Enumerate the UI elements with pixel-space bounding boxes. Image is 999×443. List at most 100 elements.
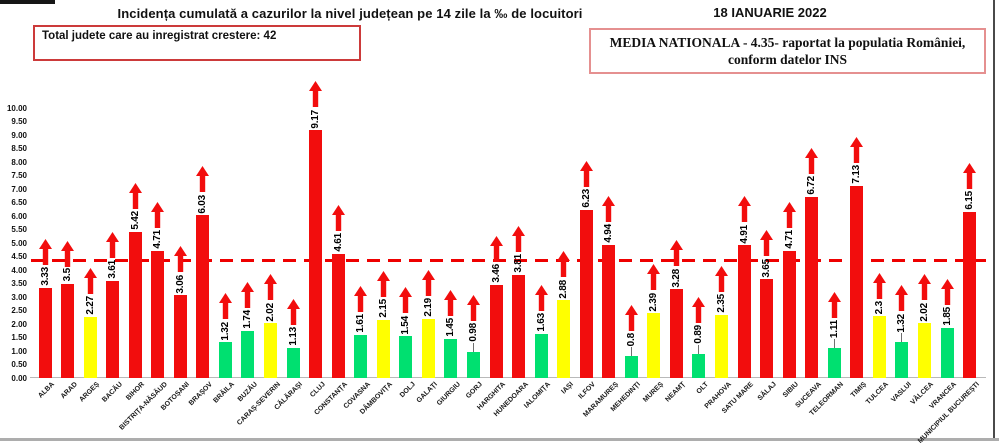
bar-value-label: 4.91	[738, 224, 750, 244]
bar-value-label: 4.94	[603, 223, 615, 243]
bar-cluj	[309, 130, 323, 378]
bar-value-label: 7.13	[851, 164, 863, 184]
bar-value-label: 6.03	[197, 194, 209, 214]
bar-neamț	[669, 289, 683, 378]
increase-arrow-icon	[895, 285, 909, 312]
increase-arrow-icon	[173, 246, 187, 273]
increase-arrow-icon	[737, 196, 751, 223]
bar-value-label: 1.32	[219, 321, 231, 341]
bar-buzău	[241, 331, 255, 378]
increase-arrow-icon	[218, 293, 232, 320]
bar-hunedoara	[512, 275, 526, 378]
y-axis-tick-label: 9.00	[11, 130, 27, 140]
bar-value-label: 1.32	[896, 313, 908, 333]
bar-value-label: 6.72	[806, 175, 818, 195]
bar-value-label: 1.74	[242, 310, 254, 330]
increase-arrow-icon	[489, 235, 503, 262]
y-axis-tick-label: 10.00	[6, 103, 27, 113]
national-average-line	[31, 259, 986, 263]
increase-arrow-icon	[760, 230, 774, 257]
y-axis-tick-label: 8.50	[11, 144, 27, 153]
bar-olt	[692, 353, 706, 378]
increase-arrow-icon	[534, 285, 548, 311]
increase-arrow-icon	[399, 287, 413, 314]
y-axis-tick-label: 2.50	[11, 306, 27, 315]
bar-value-label: 3.28	[670, 268, 682, 288]
increase-arrow-icon	[512, 226, 526, 253]
bar-suceava	[805, 196, 819, 378]
bar-municipiul-bucurești	[963, 211, 977, 378]
increase-arrow-icon	[963, 162, 977, 189]
increase-arrow-icon	[602, 195, 616, 222]
bar-dâmbovița	[376, 319, 390, 378]
increase-arrow-icon	[782, 201, 796, 228]
y-axis-tick-label: 5.50	[11, 225, 27, 234]
bar-caraș-severin	[264, 323, 277, 378]
bar-value-label: 2.02	[918, 302, 930, 322]
bar-value-label: 1.11	[828, 319, 840, 339]
bar-value-label: 3.06	[174, 274, 186, 294]
bar-value-label: 3.33	[39, 267, 51, 287]
y-axis-tick-label: 3.50	[11, 279, 27, 288]
bar-tulcea	[872, 315, 886, 378]
bar-value-label: 4.61	[332, 232, 344, 252]
bottom-window-border	[0, 438, 999, 441]
increase-arrow-icon	[376, 270, 390, 297]
label-leader-line	[630, 347, 632, 357]
bar-covasna	[354, 334, 368, 378]
increase-arrow-icon	[38, 239, 52, 266]
increase-arrow-icon	[917, 274, 931, 301]
right-window-border	[993, 0, 995, 440]
increase-arrow-icon	[872, 272, 886, 299]
label-leader-line	[472, 342, 474, 352]
bar-bacău	[106, 280, 120, 378]
increase-arrow-icon	[106, 231, 120, 258]
bar-value-label: 2.27	[84, 296, 96, 315]
increase-arrow-icon	[421, 269, 435, 296]
y-axis-tick-label: 4.00	[11, 265, 27, 275]
growth-counties-box: Total judete care au inregistrat crester…	[33, 25, 361, 61]
bar-mehedinți	[624, 356, 638, 378]
bar-value-label: 1.54	[400, 315, 412, 335]
chart-title: Incidența cumulată a cazurilor la nivel …	[117, 6, 583, 21]
bar-value-label: 3.81	[513, 254, 525, 274]
national-average-line1: MEDIA NATIONALA - 4.35- raportat la popu…	[609, 35, 966, 50]
bar-maramureș	[602, 244, 616, 378]
bar-mureș	[647, 313, 661, 378]
bar-timiș	[850, 185, 864, 378]
y-axis-tick-label: 2.00	[11, 319, 27, 329]
national-average-box: MEDIA NATIONALA - 4.35- raportat la popu…	[589, 28, 986, 74]
report-date: 18 IANUARIE 2022	[713, 5, 827, 20]
y-axis-tick-label: 5.00	[11, 238, 27, 248]
increase-arrow-icon	[850, 136, 864, 163]
bar-value-label: 2.15	[377, 299, 389, 318]
bar-value-label: 3.61	[107, 259, 119, 279]
increase-arrow-icon	[579, 160, 593, 187]
increase-arrow-icon	[444, 289, 458, 316]
national-average-line2: conform datelor INS	[728, 52, 847, 67]
bar-value-label: 9.17	[310, 109, 322, 129]
label-leader-line	[698, 344, 700, 354]
label-leader-line	[901, 333, 903, 343]
label-leader-line	[833, 339, 835, 349]
bar-satu-mare	[737, 245, 751, 378]
bar-value-label: 0.8	[625, 333, 637, 347]
bar-value-label: 2.19	[422, 298, 434, 317]
bar-value-label: 1.45	[445, 318, 457, 337]
bar-brăila	[218, 342, 232, 378]
bar-gorj	[466, 351, 480, 378]
increase-arrow-icon	[647, 264, 661, 291]
bar-value-label: 3.5	[62, 268, 74, 282]
bar-dolj	[399, 336, 413, 378]
increase-arrow-icon	[196, 166, 210, 193]
bar-giurgiu	[444, 338, 458, 378]
increase-arrow-icon	[286, 298, 300, 325]
increase-arrow-icon	[692, 296, 706, 323]
y-axis-tick-label: 7.00	[11, 184, 27, 194]
bar-argeș	[83, 316, 97, 378]
increase-arrow-icon	[940, 279, 954, 306]
bar-vâlcea	[917, 323, 931, 378]
bar-sălaj	[760, 279, 774, 378]
bar-value-label: 2.02	[265, 302, 276, 322]
